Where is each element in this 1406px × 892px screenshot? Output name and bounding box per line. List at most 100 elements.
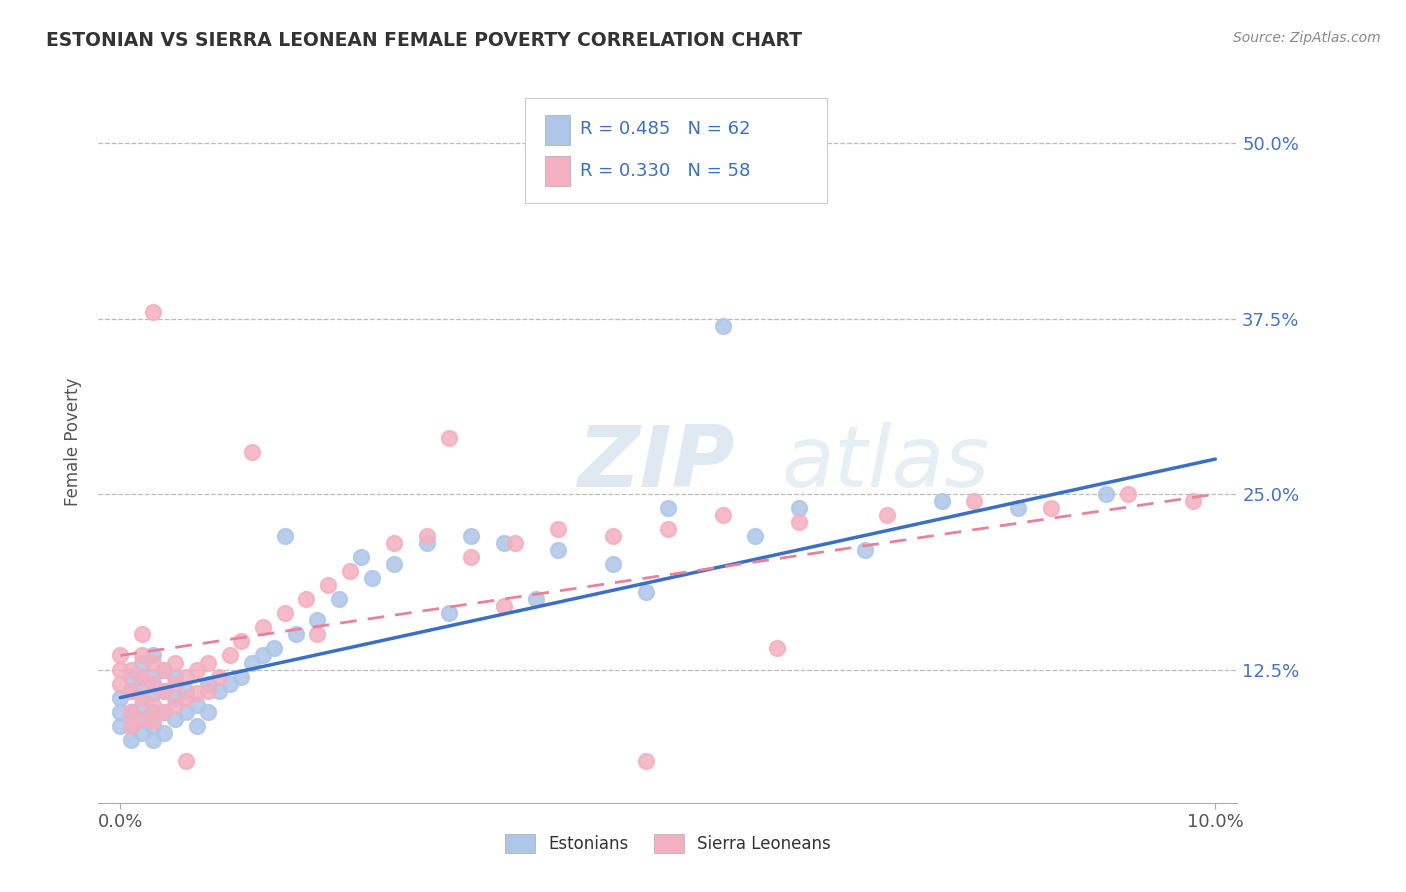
Y-axis label: Female Poverty: Female Poverty <box>65 377 83 506</box>
Point <box>437 431 460 445</box>
Point <box>165 676 187 690</box>
Point <box>766 641 789 656</box>
Point <box>460 529 482 543</box>
Point <box>307 614 329 628</box>
Point <box>120 683 142 698</box>
Bar <box>546 156 569 186</box>
Point <box>120 705 142 719</box>
Point <box>602 558 624 572</box>
Point <box>263 641 285 656</box>
Point <box>153 663 176 677</box>
Point <box>142 718 165 732</box>
Point <box>318 578 340 592</box>
Point <box>142 698 165 712</box>
Point <box>131 712 153 726</box>
Point <box>174 754 197 768</box>
Point <box>131 690 153 705</box>
Point <box>165 669 187 683</box>
Point <box>153 683 176 698</box>
Point <box>186 663 208 677</box>
Point <box>131 698 153 712</box>
Point <box>174 669 197 683</box>
Point <box>634 754 657 768</box>
Point <box>186 718 208 732</box>
Point <box>165 698 187 712</box>
Point <box>165 690 187 705</box>
Point <box>153 725 176 739</box>
Point <box>460 550 482 565</box>
Point <box>350 550 373 565</box>
Point <box>547 543 569 558</box>
Point <box>131 669 153 683</box>
Point <box>273 607 295 621</box>
Point <box>218 648 240 663</box>
Point <box>382 536 405 550</box>
Point <box>657 522 679 536</box>
Point <box>437 607 460 621</box>
Point <box>208 669 231 683</box>
Point <box>787 515 810 529</box>
Text: ESTONIAN VS SIERRA LEONEAN FEMALE POVERTY CORRELATION CHART: ESTONIAN VS SIERRA LEONEAN FEMALE POVERT… <box>46 31 803 50</box>
Point <box>787 501 810 516</box>
Point <box>131 656 153 670</box>
Point <box>307 627 329 641</box>
Point <box>131 725 153 739</box>
Point <box>142 656 165 670</box>
Point <box>153 683 176 698</box>
Point <box>110 648 132 663</box>
Point <box>142 648 165 663</box>
Point <box>273 529 295 543</box>
Point <box>131 627 153 641</box>
Point <box>711 318 734 333</box>
Point <box>1182 494 1205 508</box>
Point <box>142 714 165 729</box>
Point <box>240 445 263 459</box>
Point <box>120 683 142 698</box>
Point <box>526 592 548 607</box>
Point <box>131 669 153 683</box>
Point <box>174 705 197 719</box>
Point <box>1040 501 1063 516</box>
Point <box>339 564 361 578</box>
Point <box>110 663 132 677</box>
FancyBboxPatch shape <box>526 98 827 203</box>
Point <box>120 705 142 719</box>
Point <box>120 663 142 677</box>
Point <box>165 712 187 726</box>
Point <box>120 718 142 732</box>
Point <box>110 718 132 732</box>
Text: Source: ZipAtlas.com: Source: ZipAtlas.com <box>1233 31 1381 45</box>
Point <box>131 648 153 663</box>
Bar <box>546 115 569 145</box>
Point <box>602 529 624 543</box>
Point <box>120 669 142 683</box>
Point <box>186 686 208 700</box>
Point <box>197 683 219 698</box>
Text: R = 0.485   N = 62: R = 0.485 N = 62 <box>581 120 751 138</box>
Point <box>382 558 405 572</box>
Point <box>131 712 153 726</box>
Point <box>197 676 219 690</box>
Point <box>229 634 252 648</box>
Point <box>963 494 986 508</box>
Point <box>142 732 165 747</box>
Point <box>1116 487 1139 501</box>
Point <box>142 676 165 690</box>
Point <box>711 508 734 523</box>
Point <box>853 543 876 558</box>
Point <box>110 690 132 705</box>
Point <box>110 705 132 719</box>
Point <box>208 683 231 698</box>
Point <box>416 529 439 543</box>
Point <box>110 676 132 690</box>
Point <box>252 620 274 634</box>
Point <box>240 656 263 670</box>
Point <box>361 571 384 585</box>
Text: R = 0.330   N = 58: R = 0.330 N = 58 <box>581 161 751 179</box>
Text: ZIP: ZIP <box>576 422 734 505</box>
Legend: Estonians, Sierra Leoneans: Estonians, Sierra Leoneans <box>498 827 838 860</box>
Point <box>492 536 515 550</box>
Point <box>120 718 142 732</box>
Point <box>218 676 240 690</box>
Point <box>153 705 176 719</box>
